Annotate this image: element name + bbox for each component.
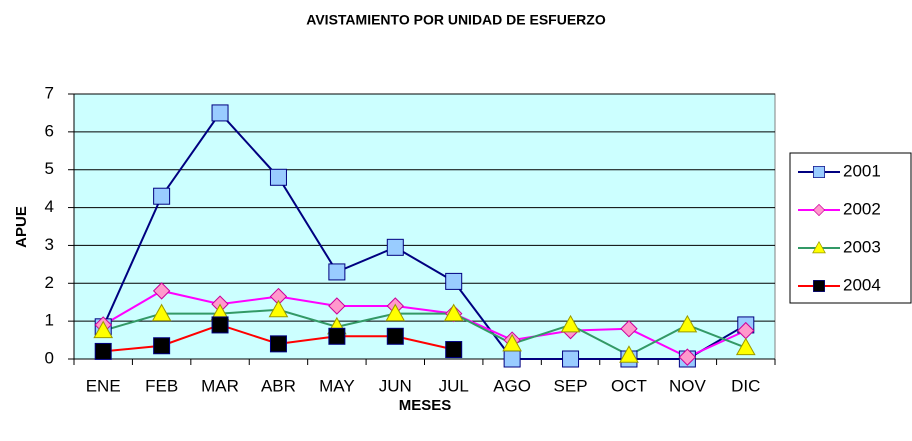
data-point	[94, 342, 112, 360]
y-tick-label: 2	[45, 273, 54, 292]
data-point	[677, 314, 698, 333]
data-point	[269, 168, 287, 186]
legend-label: 2004	[843, 275, 881, 294]
data-point	[503, 350, 521, 368]
data-point	[386, 238, 404, 256]
x-tick-label: DIC	[731, 376, 760, 395]
legend-label: 2001	[843, 161, 881, 180]
plot-area	[73, 93, 776, 360]
series-line	[102, 289, 747, 359]
x-tick-label: NOV	[669, 376, 707, 395]
data-point	[619, 345, 639, 363]
y-tick-label: 4	[45, 197, 54, 216]
data-point	[153, 337, 171, 355]
data-point	[93, 320, 114, 339]
y-tick-label: 5	[45, 159, 54, 178]
data-point	[269, 335, 287, 353]
legend	[789, 152, 912, 304]
data-point	[445, 272, 463, 290]
data-point	[211, 104, 229, 122]
data-point	[562, 350, 580, 368]
y-axis-label: APUE	[13, 206, 30, 248]
y-tick-label: 1	[45, 311, 54, 330]
legend-marker	[812, 203, 826, 217]
y-tick-label: 6	[45, 121, 54, 140]
x-tick-label: MAR	[201, 376, 239, 395]
series-line	[102, 111, 747, 360]
y-tick-label: 3	[45, 235, 54, 254]
x-tick-label: FEB	[145, 376, 178, 395]
data-point	[152, 282, 171, 300]
legend-label: 2003	[843, 237, 881, 256]
data-point	[678, 348, 697, 366]
data-point	[328, 327, 346, 345]
series-line	[102, 308, 747, 357]
y-tick-label: 7	[45, 83, 54, 102]
data-point	[386, 327, 404, 345]
data-point	[445, 341, 463, 359]
x-tick-label: ENE	[86, 376, 121, 395]
data-point	[560, 314, 581, 333]
x-tick-label: AGO	[493, 376, 531, 395]
data-point	[151, 303, 172, 322]
legend-marker	[813, 280, 825, 292]
data-point	[502, 333, 522, 352]
data-point	[385, 303, 406, 322]
x-tick-label: MAY	[319, 376, 355, 395]
chart-title: AVISTAMIENTO POR UNIDAD DE ESFUERZO	[306, 12, 606, 28]
data-point	[328, 297, 346, 315]
x-tick-label: JUN	[379, 376, 412, 395]
data-point	[620, 320, 638, 338]
data-point	[153, 187, 171, 205]
legend-label: 2002	[843, 199, 881, 218]
data-point	[735, 337, 756, 356]
y-tick-label: 0	[45, 348, 54, 367]
x-tick-label: JUL	[439, 376, 469, 395]
data-point	[268, 299, 289, 318]
x-axis-label: MESES	[399, 397, 452, 414]
x-tick-label: OCT	[611, 376, 647, 395]
x-tick-label: SEP	[554, 376, 588, 395]
legend-marker	[813, 166, 825, 178]
data-point	[328, 263, 346, 281]
data-point	[443, 303, 464, 322]
data-point	[211, 316, 229, 334]
x-tick-label: ABR	[261, 376, 296, 395]
legend-marker	[812, 240, 826, 254]
